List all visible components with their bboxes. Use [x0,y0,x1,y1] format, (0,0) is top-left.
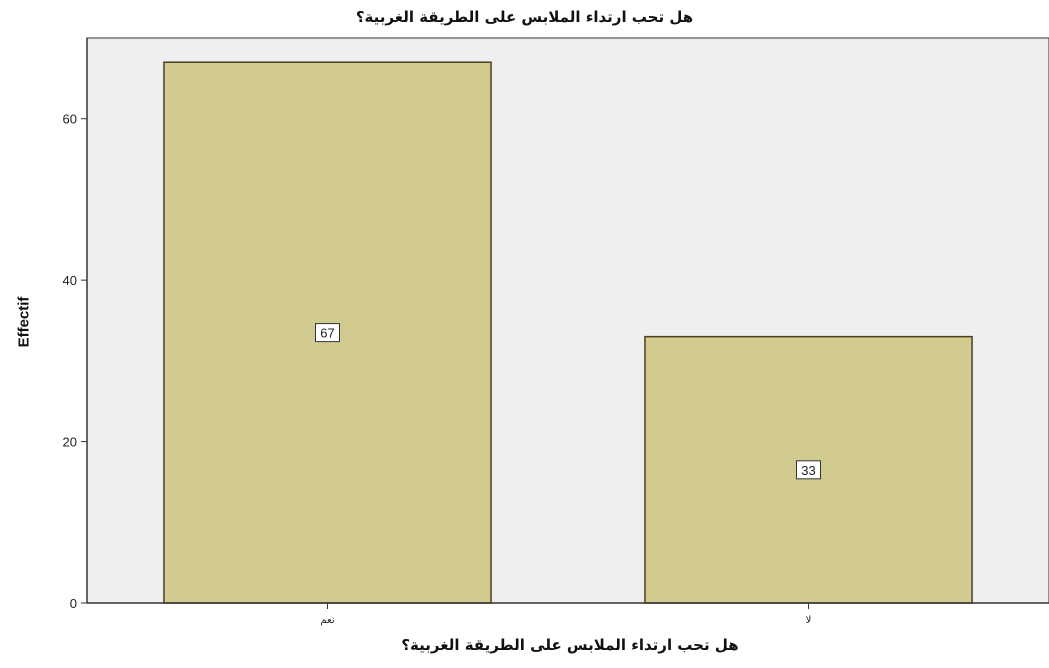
y-ticks-group: 0 20 40 60 [63,112,87,611]
y-axis-label: Effectif [15,296,33,348]
data-label-box-0 [315,323,340,343]
data-labels-group: 67 33 [315,323,821,480]
bars-group [163,61,973,604]
y-tick-label-0: 0 [70,596,77,611]
data-label-box-1 [796,460,821,480]
chart-title: هل تحب ارتداء الملابس على الطريقة الغربي… [355,8,694,26]
y-tick-label-2: 40 [63,273,77,288]
data-label-0: 67 [320,326,334,341]
x-ticks-group: نعم لا [320,603,811,626]
data-label-1: 33 [801,463,815,478]
x-tick-label-1: لا [806,615,812,626]
x-axis-label: هل تحب ارتداء الملابس على الطريقة الغربي… [401,636,739,654]
y-tick-label-1: 20 [63,435,77,450]
y-tick-label-3: 60 [63,112,77,127]
x-tick-label-0: نعم [320,615,334,626]
